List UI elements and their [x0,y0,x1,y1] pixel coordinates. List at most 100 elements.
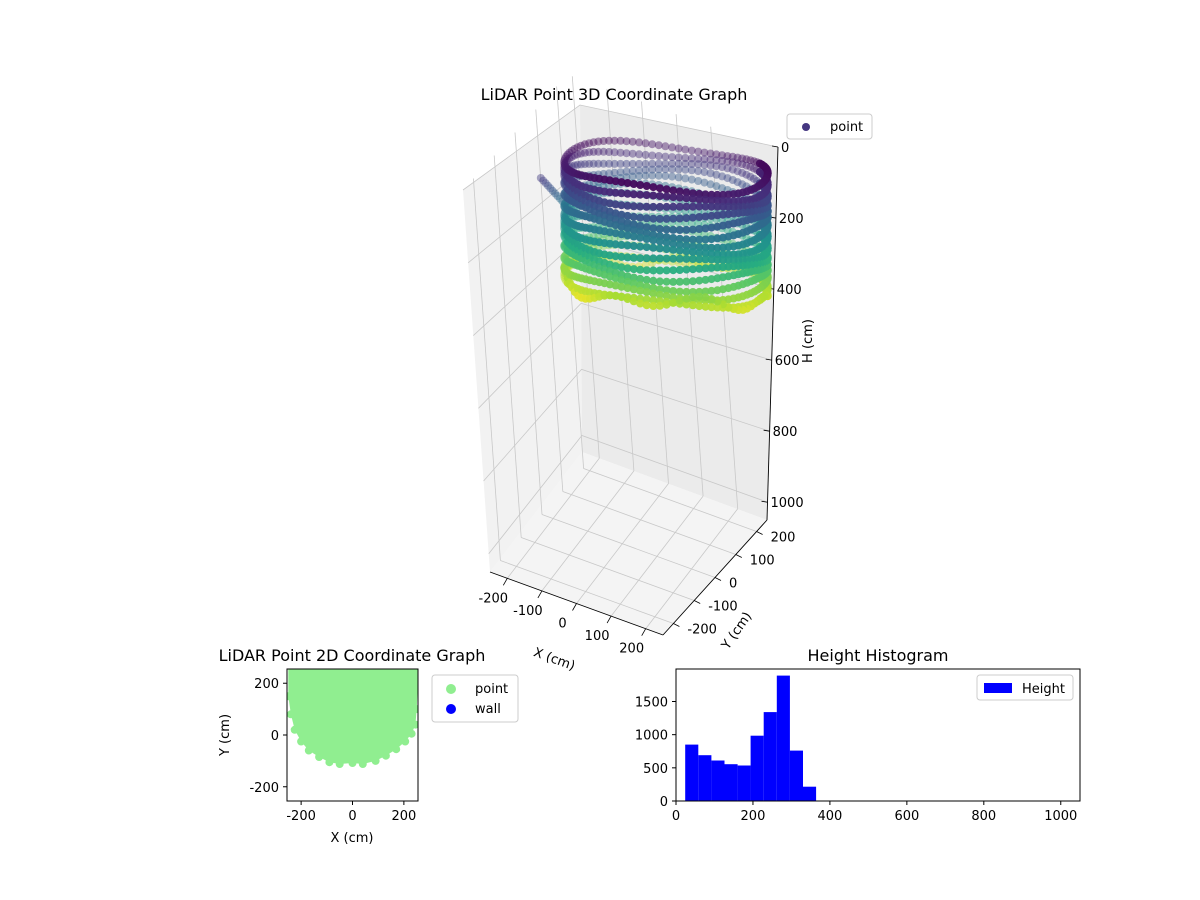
x-tick-label-hist: 400 [817,809,842,824]
y-gridline-vertical [473,178,501,561]
scatter-point [654,152,663,160]
scatter-point [694,147,703,156]
scatter-point [623,189,632,198]
scatter-point [599,147,608,156]
scatter-point [688,301,697,310]
scatter-point [642,243,651,252]
scatter-point [589,138,598,147]
x-tick [606,615,612,624]
scatter-point [701,255,710,264]
scatter-point [675,214,684,223]
x-tick-label-hist: 800 [971,809,996,824]
scatter-point [695,302,704,311]
scatter-point [629,226,638,235]
scatter-point [611,229,620,238]
plot-3d-xlabel: X (cm) [531,645,577,674]
scatter-point [682,287,691,296]
scatter-point [707,202,716,211]
scatter-point [642,235,651,243]
z-tick-label: 800 [773,425,798,440]
scatter-point-2d [407,729,416,738]
scatter-point [688,225,697,234]
scatter-point [573,150,582,159]
scatter-point [682,247,691,256]
scatter-point [707,255,716,264]
scatter-point [623,253,632,262]
scatter-point-2d [401,737,410,746]
scatter-point [629,180,638,188]
scatter-point [622,159,631,168]
histogram-legend: Height [976,674,1074,701]
scatter-point [544,181,552,190]
x-tick-label: 100 [585,629,610,644]
pane-floor [490,452,767,635]
scatter-point [599,137,608,145]
scatter-point [669,234,678,242]
scatter-point [636,181,645,189]
scatter-point [654,159,663,168]
y-tick-label-hist: 500 [643,762,668,777]
y-tick-label: 100 [750,554,775,569]
scatter-point [623,224,632,233]
scatter-point [701,195,710,204]
scatter-point [573,160,582,169]
histogram-title: Height Histogram [808,646,949,665]
y-tick-label-2d: 200 [254,677,279,692]
scatter-point [668,172,677,181]
scatter-point [719,255,727,264]
x-tick [537,590,543,599]
scatter-point [674,153,683,162]
scatter-point [669,287,678,295]
scatter-point [675,202,684,211]
y-tick-label-2d: -200 [249,781,279,796]
scatter-point [707,196,716,205]
scatter-point [733,167,742,176]
scatter-point [662,286,671,295]
scatter-point [669,193,678,202]
scatter-point [713,250,722,259]
scatter-point [738,168,747,177]
scatter-point [636,286,645,295]
scatter-point [628,167,637,175]
scatter-point [642,229,651,238]
scatter-point [585,148,594,157]
scatter-point [577,141,585,150]
scatter-point [675,277,684,286]
scatter-point [713,196,722,205]
scatter-point [562,158,570,167]
scatter-point [580,148,589,157]
scatter-point [687,175,696,184]
scatter-point [682,300,691,309]
z-axis-line [766,146,779,521]
y-gridline-vertical [493,155,522,538]
scatter-point [707,286,716,295]
scatter-point [642,275,651,284]
scatter-point [617,217,626,226]
scatter-point [733,153,742,162]
scatter-point [713,274,722,283]
legend-wall-marker [446,704,456,714]
scatter-point [669,202,678,211]
scatter-point [629,273,638,282]
scatter-point [648,159,657,168]
scatter-point [695,255,704,264]
x-tick [502,578,508,586]
y-tick [756,531,763,535]
scatter-point [616,148,625,157]
plot-3d-legend: point [786,113,873,140]
x-tick-label: -100 [513,604,543,619]
scatter-point [694,154,703,163]
scatter-point [594,147,603,156]
scatter-point [695,264,704,273]
scatter-point [641,150,650,159]
scatter-point [707,295,716,303]
scatter-point [655,214,664,223]
x-tick-label-2d: -200 [286,809,316,824]
scatter-point [749,174,758,183]
scatter-point [742,161,751,170]
scatter-point [668,153,677,162]
plot-2d: -200 0 200 200 0 -200 LiDAR Point 2D Coordina… [218,646,519,846]
histogram-bar [750,735,764,801]
scatter-point [649,289,658,298]
scatter-point [694,177,703,185]
